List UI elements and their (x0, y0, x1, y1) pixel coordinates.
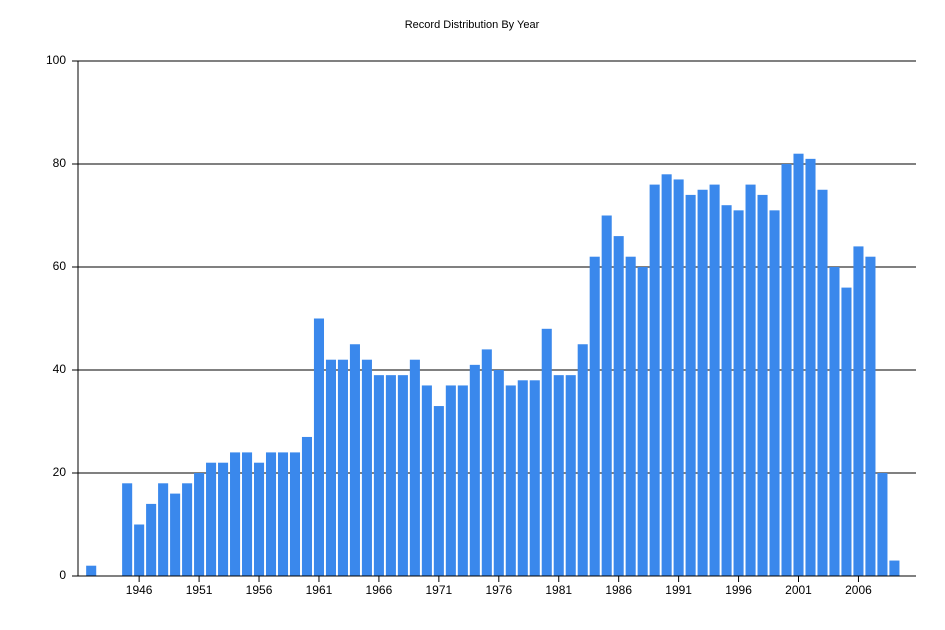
bar (853, 246, 864, 576)
bar (589, 256, 600, 576)
bar (182, 483, 193, 576)
bar (541, 328, 552, 576)
bar (230, 452, 241, 576)
bar (146, 503, 157, 576)
bar (769, 210, 780, 576)
bar (649, 184, 660, 576)
bar (397, 375, 408, 576)
x-tick-label: 1951 (186, 583, 213, 597)
bar (493, 370, 504, 576)
bar (469, 364, 480, 576)
bar (349, 344, 360, 576)
bar (685, 194, 696, 576)
bar (481, 349, 492, 576)
x-tick-label: 2006 (845, 583, 872, 597)
bar (697, 189, 708, 576)
y-tick-label: 20 (53, 465, 67, 479)
y-tick-label: 100 (46, 53, 66, 67)
bar (373, 375, 384, 576)
bar (841, 287, 852, 576)
bar (337, 359, 348, 576)
bar (601, 215, 612, 576)
y-tick-label: 40 (53, 362, 67, 376)
bar (673, 179, 684, 576)
bar (889, 560, 900, 576)
bar (709, 184, 720, 576)
bar (733, 210, 744, 576)
chart-title: Record Distribution By Year (405, 19, 540, 31)
bar (433, 406, 444, 576)
bar (134, 524, 145, 576)
bar (242, 452, 253, 576)
bar (445, 385, 456, 576)
bar (206, 462, 217, 576)
bar (625, 256, 636, 576)
bar (313, 318, 325, 576)
x-tick-label: 1976 (485, 583, 512, 597)
x-tick-label: 1961 (306, 583, 333, 597)
bar (385, 375, 396, 576)
x-tick-label: 1981 (545, 583, 572, 597)
bar (170, 493, 181, 576)
bar (757, 194, 768, 576)
bar (793, 153, 804, 576)
bar (457, 385, 468, 576)
x-tick-label: 1966 (366, 583, 393, 597)
bar (721, 205, 732, 576)
bar (277, 452, 289, 576)
bar (409, 359, 420, 576)
bar (805, 158, 816, 576)
x-tick-label: 1946 (126, 583, 153, 597)
y-tick-label: 80 (53, 156, 67, 170)
bar (517, 380, 528, 576)
x-tick-label: 1986 (605, 583, 632, 597)
bar (505, 385, 516, 576)
bar (253, 462, 265, 576)
bar (529, 380, 540, 576)
bar (265, 452, 277, 576)
x-tick-label: 1991 (665, 583, 692, 597)
bar (661, 174, 672, 577)
bar (745, 184, 756, 576)
bar (781, 164, 792, 576)
bar (194, 473, 205, 576)
bar (565, 375, 576, 576)
bar (577, 344, 588, 576)
y-tick-label: 60 (53, 259, 67, 273)
bar (613, 236, 624, 576)
bar (325, 359, 336, 576)
x-tick-label: 1996 (725, 583, 752, 597)
bar (122, 483, 133, 576)
bar (637, 267, 648, 576)
bar (421, 385, 432, 576)
x-tick-label: 2001 (785, 583, 812, 597)
x-tick-label: 1971 (426, 583, 453, 597)
bar (301, 436, 313, 576)
bar (817, 189, 828, 576)
bar (829, 267, 840, 576)
bar (218, 462, 229, 576)
y-tick-label: 0 (59, 568, 66, 582)
bar (877, 473, 888, 576)
bar (158, 483, 169, 576)
bar (361, 359, 372, 576)
bar (865, 256, 876, 576)
bar (86, 565, 97, 576)
bar (289, 452, 301, 576)
bar (553, 375, 564, 576)
x-tick-label: 1956 (246, 583, 273, 597)
